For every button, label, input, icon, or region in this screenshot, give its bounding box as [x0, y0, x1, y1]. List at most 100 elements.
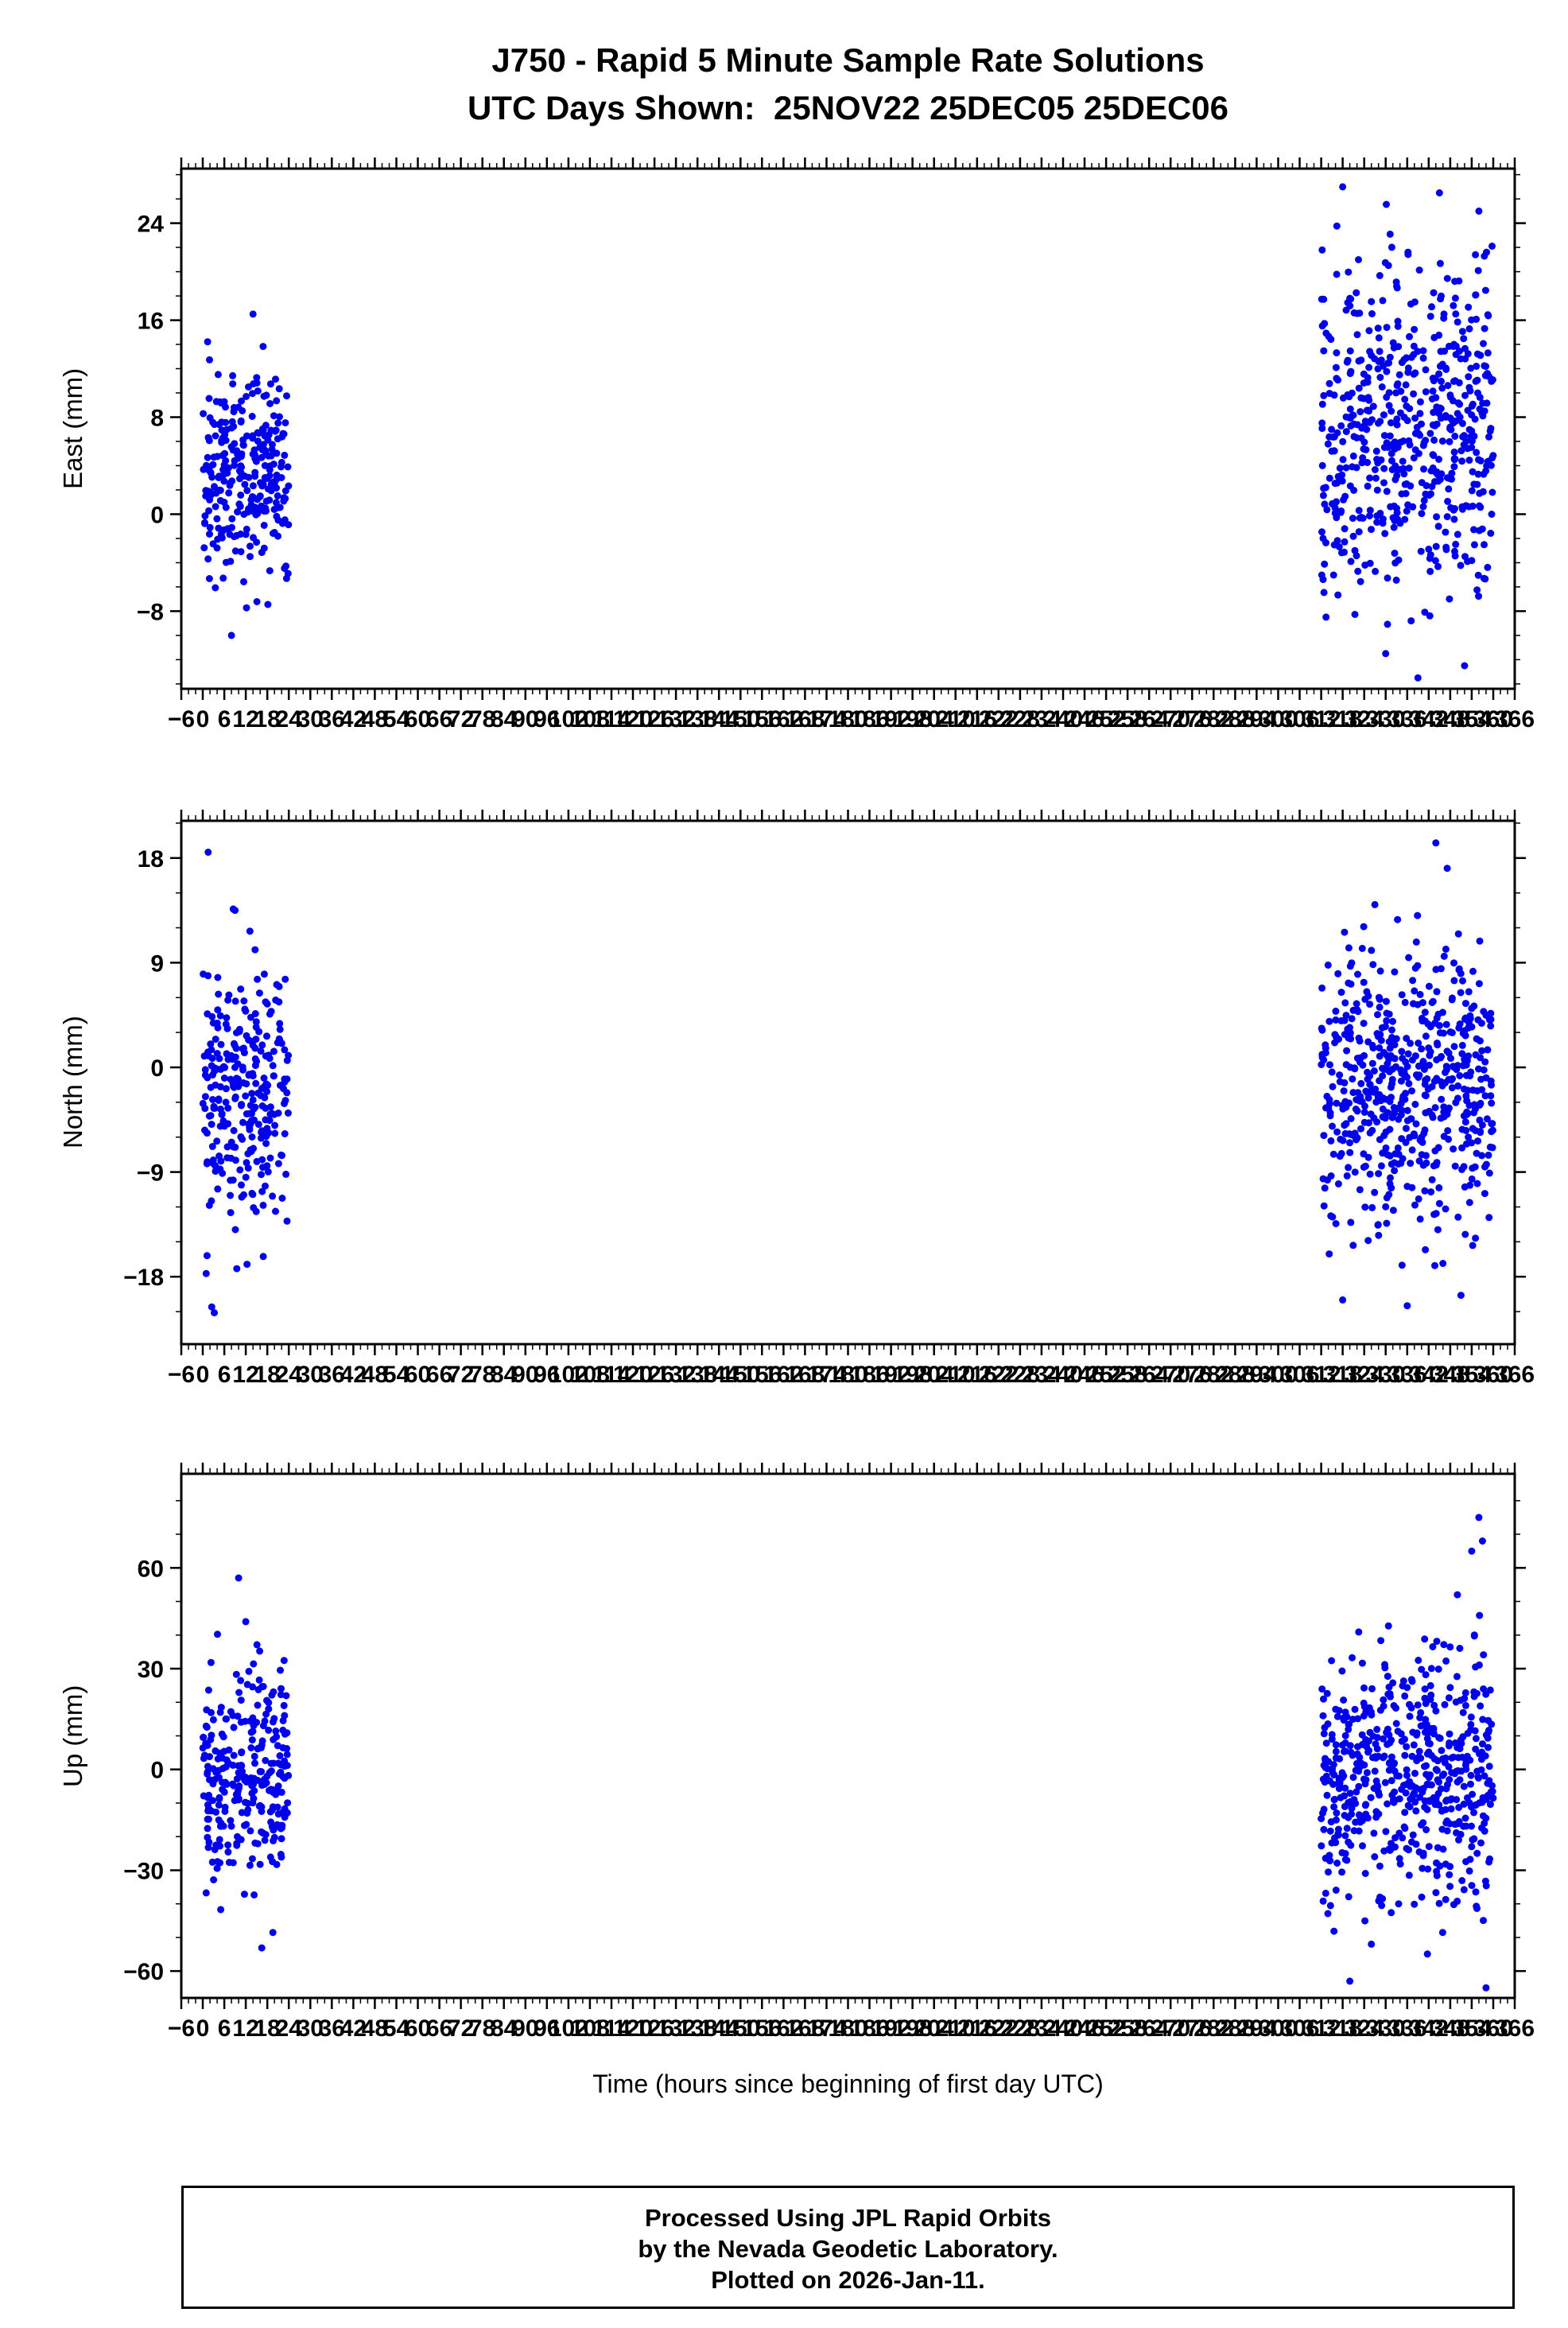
svg-text:264: 264: [1129, 706, 1169, 733]
svg-text:84: 84: [491, 2015, 518, 2042]
svg-text:318: 318: [1323, 706, 1363, 733]
svg-text:132: 132: [656, 1362, 696, 1388]
svg-text:72: 72: [448, 2015, 474, 2042]
svg-text:66: 66: [426, 2015, 452, 2042]
svg-text:156: 156: [742, 1362, 782, 1388]
svg-text:30: 30: [297, 1362, 324, 1388]
svg-text:126: 126: [635, 2015, 674, 2042]
svg-text:60: 60: [138, 1556, 164, 1582]
svg-text:66: 66: [426, 1362, 452, 1388]
svg-text:294: 294: [1236, 1362, 1276, 1388]
x-axis-label: Time (hours since beginning of first day…: [592, 2070, 1104, 2098]
svg-text:342: 342: [1409, 1362, 1449, 1388]
svg-text:324: 324: [1345, 1362, 1384, 1388]
svg-text:24: 24: [276, 2015, 303, 2042]
svg-text:132: 132: [656, 706, 696, 733]
svg-text:18: 18: [254, 1362, 281, 1388]
svg-text:342: 342: [1409, 2015, 1449, 2042]
svg-text:108: 108: [570, 1362, 610, 1388]
svg-text:−18: −18: [123, 1265, 164, 1291]
svg-text:270: 270: [1151, 1362, 1190, 1388]
svg-text:36: 36: [319, 2015, 345, 2042]
svg-text:264: 264: [1129, 2015, 1169, 2042]
svg-text:48: 48: [362, 706, 388, 733]
svg-text:108: 108: [570, 706, 610, 733]
svg-text:192: 192: [871, 706, 911, 733]
svg-text:162: 162: [763, 1362, 803, 1388]
svg-text:36: 36: [319, 1362, 345, 1388]
svg-text:288: 288: [1215, 2015, 1255, 2042]
svg-text:24: 24: [138, 212, 165, 238]
svg-text:288: 288: [1215, 1362, 1255, 1388]
svg-text:144: 144: [699, 1362, 739, 1388]
svg-text:0: 0: [196, 1362, 210, 1388]
svg-text:300: 300: [1258, 706, 1298, 733]
svg-text:198: 198: [893, 1362, 933, 1388]
svg-text:48: 48: [362, 2015, 388, 2042]
svg-text:240: 240: [1043, 2015, 1083, 2042]
svg-text:312: 312: [1302, 706, 1341, 733]
svg-text:−30: −30: [123, 1859, 164, 1885]
svg-text:162: 162: [763, 2015, 803, 2042]
svg-text:294: 294: [1236, 2015, 1276, 2042]
svg-text:144: 144: [699, 706, 739, 733]
svg-text:222: 222: [979, 1362, 1019, 1388]
svg-text:198: 198: [893, 706, 933, 733]
svg-text:30: 30: [297, 706, 324, 733]
svg-text:120: 120: [613, 706, 653, 733]
svg-text:186: 186: [849, 2015, 889, 2042]
svg-text:−60: −60: [123, 1959, 164, 1985]
svg-text:0: 0: [150, 1758, 164, 1784]
svg-text:66: 66: [426, 706, 452, 733]
svg-text:258: 258: [1108, 1362, 1147, 1388]
svg-text:294: 294: [1236, 706, 1276, 733]
svg-text:−6: −6: [168, 706, 195, 733]
svg-text:366: 366: [1495, 706, 1535, 733]
svg-text:174: 174: [806, 1362, 846, 1388]
svg-text:12: 12: [232, 706, 258, 733]
svg-text:12: 12: [232, 1362, 258, 1388]
svg-text:6: 6: [218, 1362, 231, 1388]
svg-text:42: 42: [340, 1362, 367, 1388]
svg-text:300: 300: [1258, 1362, 1298, 1388]
svg-text:36: 36: [319, 706, 345, 733]
y-axis-label-up: Up (mm): [58, 1685, 87, 1787]
svg-text:126: 126: [635, 706, 674, 733]
svg-text:348: 348: [1430, 1362, 1470, 1388]
svg-text:12: 12: [232, 2015, 258, 2042]
svg-text:174: 174: [806, 706, 846, 733]
svg-text:16: 16: [138, 309, 164, 335]
svg-text:324: 324: [1345, 2015, 1384, 2042]
footer-line-1: Processed Using JPL Rapid Orbits: [644, 2204, 1052, 2232]
svg-text:246: 246: [1065, 1362, 1104, 1388]
svg-text:204: 204: [914, 1362, 954, 1388]
svg-text:150: 150: [720, 706, 760, 733]
svg-text:168: 168: [785, 1362, 825, 1388]
svg-text:330: 330: [1366, 1362, 1406, 1388]
svg-text:138: 138: [677, 706, 717, 733]
svg-text:54: 54: [383, 1362, 410, 1388]
svg-text:−6: −6: [168, 2015, 195, 2042]
svg-text:342: 342: [1409, 706, 1449, 733]
svg-text:42: 42: [340, 2015, 367, 2042]
svg-text:330: 330: [1366, 2015, 1406, 2042]
svg-text:156: 156: [742, 706, 782, 733]
svg-text:72: 72: [448, 1362, 474, 1388]
svg-text:234: 234: [1022, 706, 1062, 733]
svg-text:54: 54: [383, 706, 410, 733]
plot-title: J750 - Rapid 5 Minute Sample Rate Soluti…: [491, 41, 1205, 79]
svg-text:78: 78: [469, 706, 495, 733]
svg-text:78: 78: [469, 2015, 495, 2042]
svg-text:252: 252: [1086, 2015, 1126, 2042]
svg-text:282: 282: [1193, 1362, 1233, 1388]
svg-text:120: 120: [613, 1362, 653, 1388]
svg-text:222: 222: [979, 706, 1019, 733]
svg-text:6: 6: [218, 706, 231, 733]
svg-text:96: 96: [534, 2015, 560, 2042]
svg-text:306: 306: [1279, 2015, 1319, 2042]
svg-text:18: 18: [254, 2015, 281, 2042]
svg-text:318: 318: [1323, 1362, 1363, 1388]
svg-text:300: 300: [1258, 2015, 1298, 2042]
svg-text:288: 288: [1215, 706, 1255, 733]
